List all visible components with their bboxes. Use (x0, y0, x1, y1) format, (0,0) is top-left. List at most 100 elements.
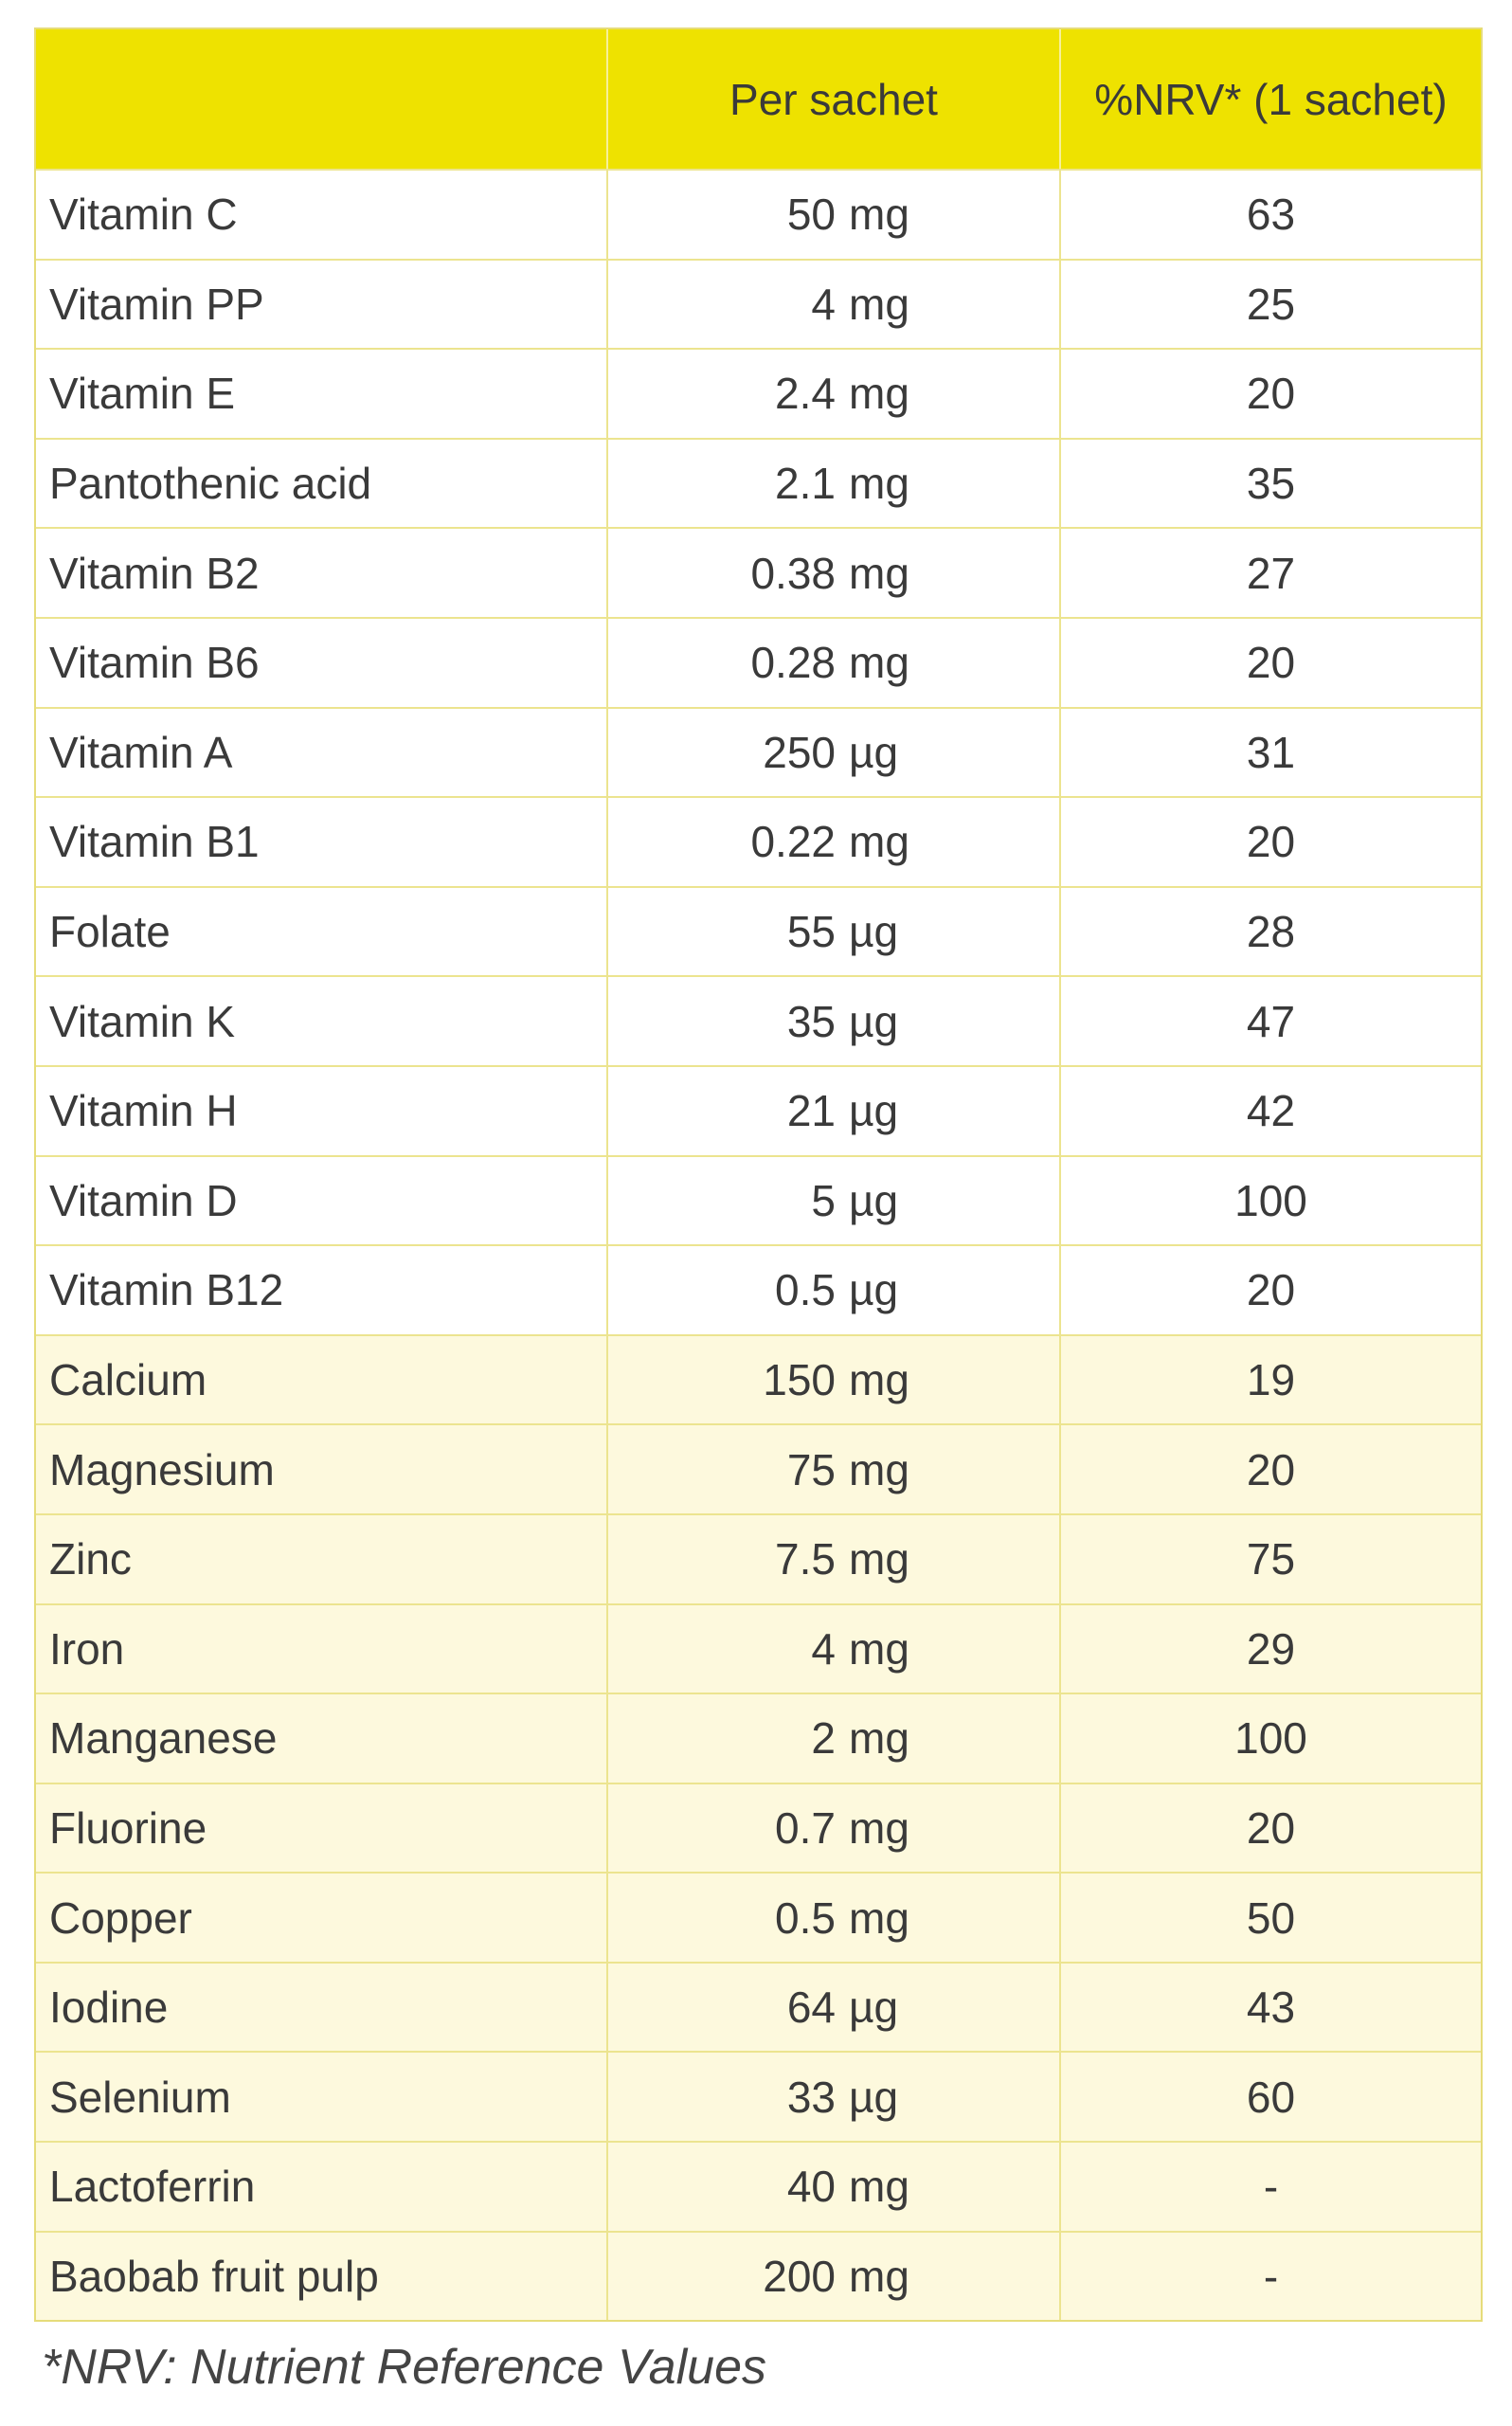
unit: mg (849, 817, 909, 867)
amount: 0.38 (750, 548, 836, 598)
unit: µg (849, 1175, 899, 1225)
nrv-percent: 20 (1246, 369, 1296, 419)
amount: 0.7 (775, 1802, 836, 1853)
column-separator (606, 1246, 608, 1334)
nutrient-name: Vitamin B2 (49, 548, 260, 598)
amount: 2.1 (775, 459, 836, 509)
amount: 50 (786, 190, 836, 240)
column-separator (1059, 1514, 1061, 1603)
footnote: *NRV: Nutrient Reference Values (42, 2340, 766, 2395)
column-separator (606, 977, 608, 1065)
unit: µg (849, 996, 899, 1046)
amount: 0.28 (750, 638, 836, 688)
unit: mg (849, 1355, 909, 1405)
column-separator (1059, 1246, 1061, 1334)
column-separator (606, 798, 608, 886)
column-separator (1059, 618, 1061, 707)
nutrient-name: Vitamin B1 (49, 817, 260, 867)
column-separator (1059, 529, 1061, 617)
nutrient-name: Copper (49, 1892, 192, 1943)
column-separator (606, 2053, 608, 2142)
unit: mg (849, 190, 909, 240)
column-separator (606, 1604, 608, 1693)
nutrient-name: Folate (49, 907, 171, 957)
column-separator (606, 2143, 608, 2231)
amount: 5 (811, 1175, 836, 1225)
unit: µg (849, 1982, 899, 2033)
column-separator (1059, 887, 1061, 976)
amount: 150 (763, 1355, 836, 1405)
column-separator (606, 2232, 608, 2321)
nrv-percent: 31 (1246, 727, 1296, 777)
table-row: Zinc 7.5 mg 75 (36, 1512, 1481, 1603)
nutrient-name: Vitamin K (49, 996, 236, 1046)
nutrient-name: Iodine (49, 1982, 169, 2033)
unit: mg (849, 548, 909, 598)
header-row: Per sachet %NRV* (1 sachet) (36, 29, 1481, 169)
table-row: Vitamin B2 0.38 mg 27 (36, 527, 1481, 617)
amount: 21 (786, 1086, 836, 1136)
table-row: Folate 55 µg 28 (36, 885, 1481, 976)
column-separator (606, 350, 608, 438)
column-separator (1059, 1066, 1061, 1155)
amount: 40 (786, 2162, 836, 2212)
column-separator (606, 708, 608, 797)
column-separator (1059, 1604, 1061, 1693)
table-row: Magnesium 75 mg 20 (36, 1423, 1481, 1513)
unit: mg (849, 1534, 909, 1584)
unit: mg (849, 459, 909, 509)
unit: mg (849, 638, 909, 688)
nrv-percent: 20 (1246, 1444, 1296, 1494)
unit: µg (849, 907, 899, 957)
table-row: Vitamin A 250 µg 31 (36, 706, 1481, 797)
nrv-percent: 20 (1246, 1265, 1296, 1315)
nrv-percent: 100 (1234, 1175, 1307, 1225)
amount: 33 (786, 2072, 836, 2122)
nrv-percent: 28 (1246, 907, 1296, 957)
unit: mg (849, 1444, 909, 1494)
column-separator (606, 1874, 608, 1962)
column-separator (1059, 977, 1061, 1065)
amount: 55 (786, 907, 836, 957)
nrv-percent: 35 (1246, 459, 1296, 509)
table-row: Vitamin E 2.4 mg 20 (36, 348, 1481, 438)
amount: 75 (786, 1444, 836, 1494)
amount: 4 (811, 279, 836, 329)
nrv-percent: 20 (1246, 817, 1296, 867)
column-separator (606, 887, 608, 976)
nutrient-name: Zinc (49, 1534, 132, 1584)
nutrient-name: Selenium (49, 2072, 231, 2122)
column-separator (606, 529, 608, 617)
column-separator (1059, 708, 1061, 797)
nutrient-name: Vitamin B6 (49, 638, 260, 688)
table-row: Lactoferrin 40 mg - (36, 2141, 1481, 2231)
column-separator (606, 1694, 608, 1783)
amount: 7.5 (775, 1534, 836, 1584)
table-row: Vitamin B12 0.5 µg 20 (36, 1244, 1481, 1334)
nutrient-name: Baobab fruit pulp (49, 2251, 379, 2301)
nutrient-name: Lactoferrin (49, 2162, 256, 2212)
column-separator (606, 618, 608, 707)
table-row: Calcium 150 mg 19 (36, 1333, 1481, 1424)
nrv-percent: 43 (1246, 1982, 1296, 2033)
column-separator (1059, 2053, 1061, 2142)
amount: 0.5 (775, 1892, 836, 1943)
amount: 4 (811, 1623, 836, 1674)
column-separator (606, 1514, 608, 1603)
nrv-percent: 42 (1246, 1086, 1296, 1136)
table-row: Selenium 33 µg 60 (36, 2051, 1481, 2142)
nutrient-name: Pantothenic acid (49, 459, 372, 509)
nutrient-name: Calcium (49, 1355, 207, 1405)
table-row: Vitamin D 5 µg 100 (36, 1154, 1481, 1245)
nrv-percent: - (1263, 2162, 1279, 2212)
nutrient-name: Vitamin B12 (49, 1265, 284, 1315)
table-row: Iodine 64 µg 43 (36, 1961, 1481, 2052)
nrv-percent: 25 (1246, 279, 1296, 329)
column-separator (606, 439, 608, 528)
nutrient-name: Magnesium (49, 1444, 275, 1494)
nrv-percent: 75 (1246, 1534, 1296, 1584)
nrv-percent: 20 (1246, 638, 1296, 688)
unit: mg (849, 1802, 909, 1853)
table-row: Vitamin B6 0.28 mg 20 (36, 616, 1481, 707)
nutrient-name: Vitamin PP (49, 279, 264, 329)
